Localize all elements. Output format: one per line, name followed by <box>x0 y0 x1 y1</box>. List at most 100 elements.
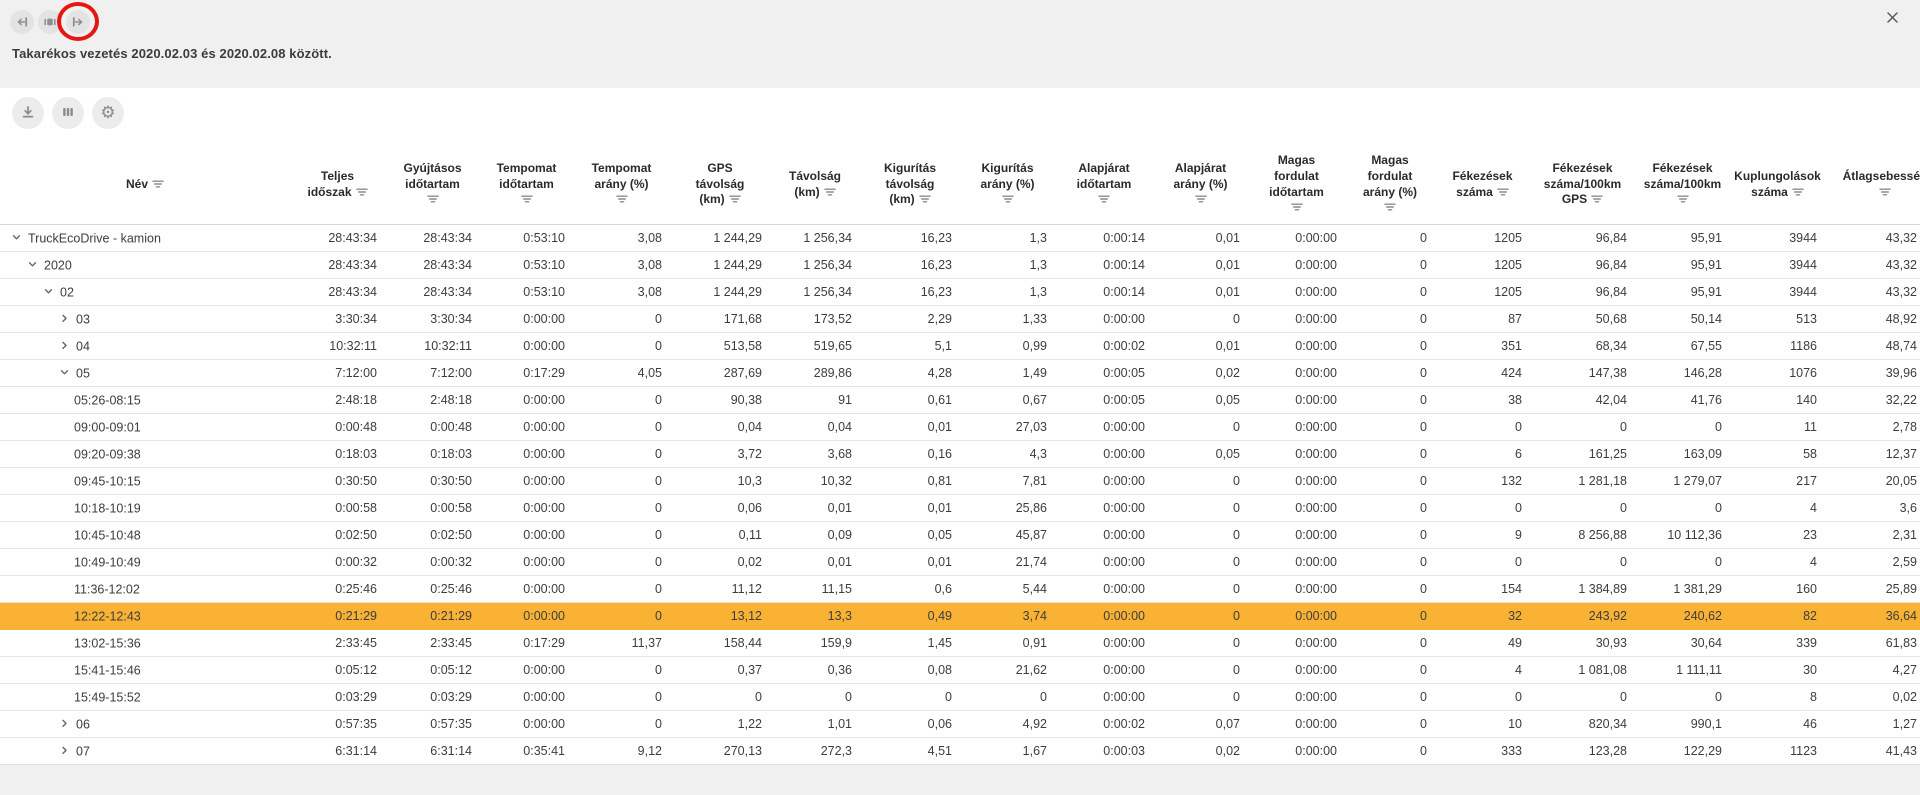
chevron-down-icon[interactable] <box>10 232 22 243</box>
cell-kuplungolasok-szama: 46 <box>1730 710 1825 738</box>
table-row[interactable]: 15:49-15:52 0:03:29 0:03:29 0:00:00 0 0 0 0 0 0:0… <box>0 683 1920 711</box>
cell-tempomat-idotartam: 0:00:00 <box>480 332 573 360</box>
cell-fekezesek-szama-100km-gps: 50,68 <box>1530 305 1635 333</box>
current-period-button[interactable] <box>38 10 62 34</box>
column-header-magas-fordulat-idotartam[interactable]: Magas fordulat időtartam <box>1248 146 1345 225</box>
filter-icon[interactable] <box>426 193 439 209</box>
column-header-alapjarat-arany[interactable]: Alapjárat arány (%) <box>1153 146 1248 225</box>
chevron-right-icon[interactable] <box>58 718 70 729</box>
cell-nev: 2020 <box>0 251 290 279</box>
column-header-nev[interactable]: Név <box>0 146 290 225</box>
cell-nev: 15:49-15:52 <box>0 683 290 711</box>
cell-magas-fordulat-idotartam: 0:00:00 <box>1248 386 1345 414</box>
filter-icon[interactable] <box>1676 193 1689 209</box>
table-row[interactable]: 11:36-12:02 0:25:46 0:25:46 0:00:00 0 11,12 11… <box>0 575 1920 603</box>
cell-fekezesek-szama-100km-gps: 1 281,18 <box>1530 467 1635 495</box>
table-row[interactable]: 05:26-08:15 2:48:18 2:48:18 0:00:00 0 90,38 91… <box>0 386 1920 414</box>
column-header-alapjarat-idotartam[interactable]: Alapjárat időtartam <box>1055 146 1153 225</box>
prev-period-button[interactable] <box>10 10 34 34</box>
filter-icon[interactable] <box>1098 193 1110 209</box>
cell-fekezesek-szama: 38 <box>1435 386 1530 414</box>
cell-tempomat-idotartam: 0:00:00 <box>480 683 573 711</box>
filter-icon[interactable] <box>1384 201 1396 217</box>
column-header-teljes-idoszak[interactable]: Teljes időszak <box>290 146 385 225</box>
filter-icon[interactable] <box>1001 193 1014 209</box>
table-row[interactable]: 02 28:43:34 28:43:34 0:53:10 3,08 1 244,29 1 2… <box>0 278 1920 306</box>
filter-icon[interactable] <box>823 186 836 202</box>
table-row[interactable]: 13:02-15:36 2:33:45 2:33:45 0:17:29 11,37 158… <box>0 629 1920 657</box>
cell-magas-fordulat-arany: 0 <box>1345 710 1435 738</box>
filter-icon[interactable] <box>918 193 931 209</box>
filter-icon[interactable] <box>1497 186 1509 202</box>
chevron-right-icon[interactable] <box>58 313 70 324</box>
column-header-gyujtasos-idotartam[interactable]: Gyújtásos időtartam <box>385 146 480 225</box>
table-row[interactable]: 10:49-10:49 0:00:32 0:00:32 0:00:00 0 0,02 0,0… <box>0 548 1920 576</box>
cell-fekezesek-szama: 4 <box>1435 656 1530 684</box>
chevron-down-icon[interactable] <box>42 286 54 297</box>
cell-nev: 05:26-08:15 <box>0 386 290 414</box>
grid-toolbar: ⚙ <box>12 97 124 129</box>
cell-fekezesek-szama-100km-gps: 96,84 <box>1530 278 1635 306</box>
filter-icon[interactable] <box>355 186 368 202</box>
table-row[interactable]: 15:41-15:46 0:05:12 0:05:12 0:00:00 0 0,37 0,3… <box>0 656 1920 684</box>
filter-icon[interactable] <box>1194 193 1207 209</box>
filter-icon[interactable] <box>1879 186 1891 202</box>
filter-icon[interactable] <box>615 193 628 209</box>
cell-magas-fordulat-arany: 0 <box>1345 683 1435 711</box>
cell-kiguritas-arany: 3,74 <box>960 602 1055 630</box>
cell-teljes-idoszak: 0:00:48 <box>290 413 385 441</box>
table-row[interactable]: TruckEcoDrive - kamion 28:43:34 28:43:34 0:… <box>0 224 1920 252</box>
column-header-tavolsag[interactable]: Távolság (km) <box>770 146 860 225</box>
filter-icon[interactable] <box>1591 193 1603 209</box>
table-row[interactable]: 12:22-12:43 0:21:29 0:21:29 0:00:00 0 13,12 13… <box>0 602 1920 630</box>
chevron-right-icon[interactable] <box>58 340 70 351</box>
table-row[interactable]: 09:00-09:01 0:00:48 0:00:48 0:00:00 0 0,04 0,0… <box>0 413 1920 441</box>
settings-button[interactable]: ⚙ <box>92 97 124 129</box>
chevron-down-icon[interactable] <box>58 367 70 378</box>
column-header-fekezesek-szama-100km-gps[interactable]: Fékezések száma/100km GPS <box>1530 146 1635 225</box>
download-button[interactable] <box>12 97 44 129</box>
cell-magas-fordulat-idotartam: 0:00:00 <box>1248 683 1345 711</box>
cell-alapjarat-arany: 0 <box>1153 629 1248 657</box>
cell-tempomat-idotartam: 0:00:00 <box>480 440 573 468</box>
table-row[interactable]: 03 3:30:34 3:30:34 0:00:00 0 171,68 173,52 2,29… <box>0 305 1920 333</box>
column-header-gps-tavolsag[interactable]: GPS távolság (km) <box>670 146 770 225</box>
column-header-fekezesek-szama[interactable]: Fékezések száma <box>1435 146 1530 225</box>
filter-icon[interactable] <box>1792 186 1804 202</box>
column-header-fekezesek-szama-100km[interactable]: Fékezések száma/100km <box>1635 146 1730 225</box>
cell-tempomat-arany: 0 <box>573 332 670 360</box>
table-row[interactable]: 09:45-10:15 0:30:50 0:30:50 0:00:00 0 10,3 10,… <box>0 467 1920 495</box>
close-button[interactable] <box>1882 9 1902 29</box>
table-row[interactable]: 04 10:32:11 10:32:11 0:00:00 0 513,58 519,65 5,… <box>0 332 1920 360</box>
next-period-button[interactable] <box>66 10 90 34</box>
cell-magas-fordulat-arany: 0 <box>1345 251 1435 279</box>
cell-alapjarat-arany: 0,02 <box>1153 359 1248 387</box>
column-header-label: arány (%) <box>1173 176 1228 191</box>
filter-icon[interactable] <box>152 178 164 194</box>
column-header-kiguritas-tavolsag[interactable]: Kigurítás távolság (km) <box>860 146 960 225</box>
cell-kiguritas-arany: 0 <box>960 683 1055 711</box>
cell-kiguritas-tavolsag: 0,01 <box>860 548 960 576</box>
column-header-kuplungolasok-szama[interactable]: Kuplungolások száma <box>1730 146 1825 225</box>
column-header-atlagsebesseg[interactable]: Átlagsebesség <box>1825 146 1920 225</box>
filter-icon[interactable] <box>728 193 741 209</box>
table-row[interactable]: 10:45-10:48 0:02:50 0:02:50 0:00:00 0 0,11 0,0… <box>0 521 1920 549</box>
table-row[interactable]: 2020 28:43:34 28:43:34 0:53:10 3,08 1 244,29 1… <box>0 251 1920 279</box>
column-header-tempomat-arany[interactable]: Tempomat arány (%) <box>573 146 670 225</box>
column-header-kiguritas-arany[interactable]: Kigurítás arány (%) <box>960 146 1055 225</box>
table-row[interactable]: 10:18-10:19 0:00:58 0:00:58 0:00:00 0 0,06 0,0… <box>0 494 1920 522</box>
filter-icon[interactable] <box>1290 201 1303 217</box>
table-row[interactable]: 09:20-09:38 0:18:03 0:18:03 0:00:00 0 3,72 3,6… <box>0 440 1920 468</box>
cell-tempomat-idotartam: 0:00:00 <box>480 467 573 495</box>
chevron-right-icon[interactable] <box>58 745 70 756</box>
columns-button[interactable] <box>52 97 84 129</box>
column-header-magas-fordulat-arany[interactable]: Magas fordulat arány (%) <box>1345 146 1435 225</box>
column-header-label: Alapjárat <box>1078 160 1130 175</box>
table-row[interactable]: 07 6:31:14 6:31:14 0:35:41 9,12 270,13 272,3 4,… <box>0 737 1920 765</box>
table-row[interactable]: 05 7:12:00 7:12:00 0:17:29 4,05 287,69 289,86 4… <box>0 359 1920 387</box>
chevron-down-icon[interactable] <box>26 259 38 270</box>
table-row[interactable]: 06 0:57:35 0:57:35 0:00:00 0 1,22 1,01 0,06 4,92… <box>0 710 1920 738</box>
filter-icon[interactable] <box>520 193 533 209</box>
column-header-tempomat-idotartam[interactable]: Tempomat időtartam <box>480 146 573 225</box>
cell-magas-fordulat-idotartam: 0:00:00 <box>1248 602 1345 630</box>
